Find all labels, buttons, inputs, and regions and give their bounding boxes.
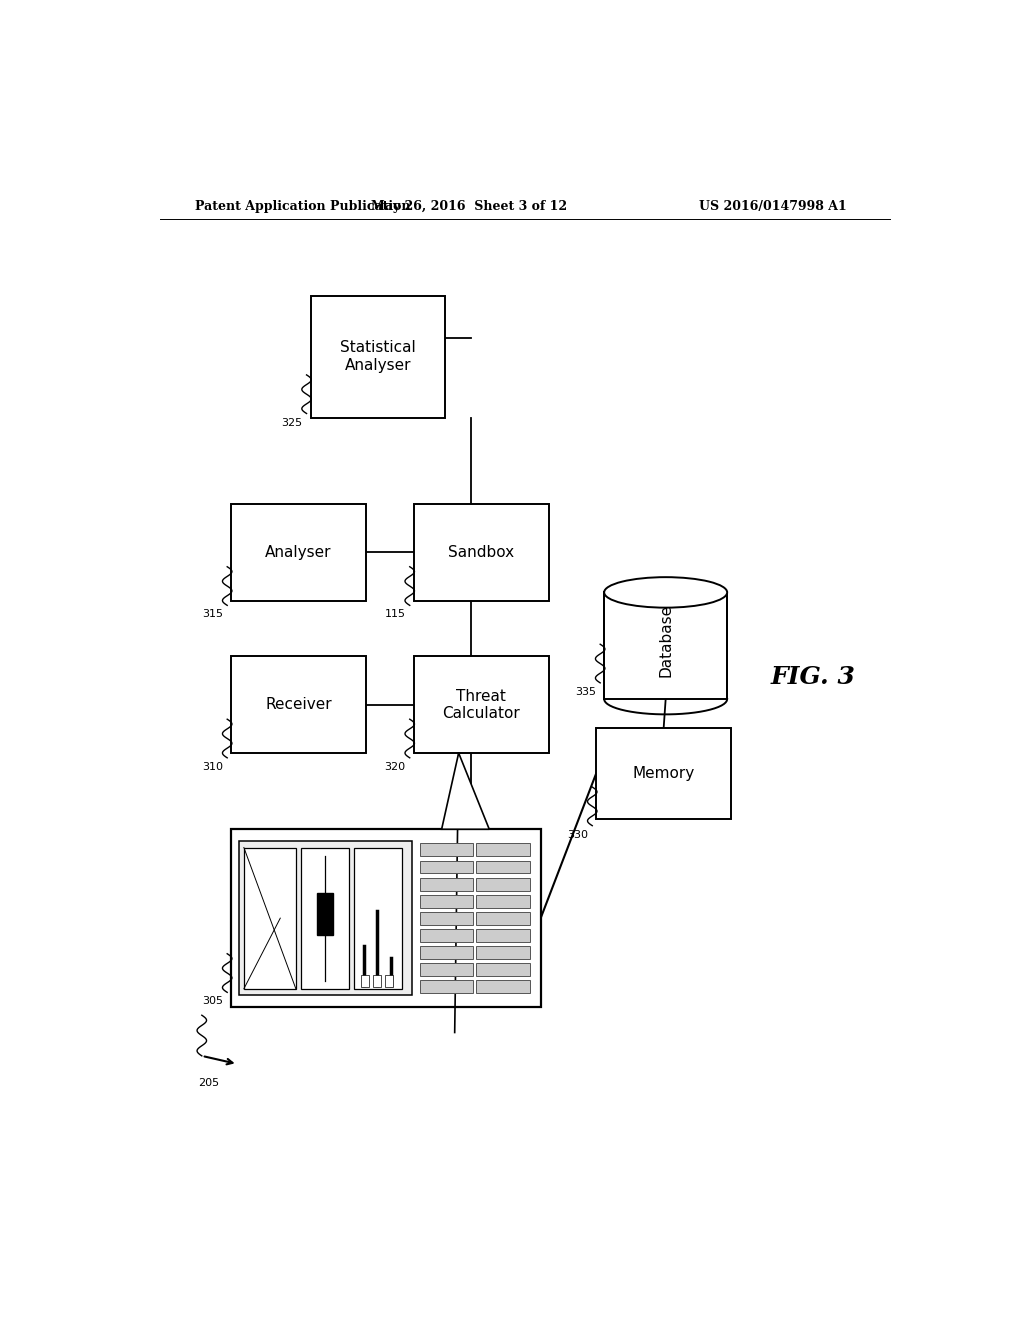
Bar	[476, 878, 529, 891]
Text: 205: 205	[198, 1078, 219, 1088]
Bar	[420, 861, 473, 874]
Text: Sandbox: Sandbox	[449, 545, 514, 560]
Text: 310: 310	[202, 762, 223, 772]
Bar	[420, 878, 473, 891]
Bar	[476, 861, 529, 874]
Bar	[476, 979, 529, 993]
Bar	[374, 974, 381, 987]
FancyBboxPatch shape	[596, 727, 731, 818]
Text: Threat
Calculator: Threat Calculator	[442, 689, 520, 721]
Text: Memory: Memory	[633, 766, 695, 781]
Text: US 2016/0147998 A1: US 2016/0147998 A1	[699, 199, 847, 213]
Bar	[420, 912, 473, 924]
Bar	[476, 945, 529, 958]
Text: FIG. 3: FIG. 3	[771, 665, 856, 689]
Bar	[244, 847, 296, 989]
Bar	[420, 929, 473, 941]
Bar	[361, 974, 369, 987]
Ellipse shape	[604, 577, 727, 607]
Text: Database: Database	[658, 605, 673, 677]
Bar	[476, 962, 529, 975]
Bar	[240, 841, 413, 995]
Bar	[420, 895, 473, 908]
Bar	[476, 895, 529, 908]
Bar	[301, 847, 349, 989]
Text: 325: 325	[282, 417, 303, 428]
Text: 115: 115	[385, 610, 406, 619]
Text: 335: 335	[575, 686, 596, 697]
Bar	[476, 843, 529, 857]
Polygon shape	[441, 752, 489, 829]
Text: 305: 305	[202, 997, 223, 1006]
Text: Analyser: Analyser	[265, 545, 332, 560]
Bar	[476, 929, 529, 941]
Text: Patent Application Publication: Patent Application Publication	[196, 199, 411, 213]
FancyBboxPatch shape	[231, 504, 367, 601]
Bar	[604, 593, 727, 700]
Bar	[385, 974, 393, 987]
Text: 330: 330	[567, 830, 588, 840]
Text: May 26, 2016  Sheet 3 of 12: May 26, 2016 Sheet 3 of 12	[371, 199, 567, 213]
Bar	[420, 962, 473, 975]
FancyBboxPatch shape	[414, 656, 549, 752]
Bar	[420, 843, 473, 857]
FancyBboxPatch shape	[414, 504, 549, 601]
FancyBboxPatch shape	[310, 296, 445, 417]
Bar	[420, 979, 473, 993]
Text: Receiver: Receiver	[265, 697, 332, 713]
Bar	[354, 847, 402, 989]
Bar	[476, 912, 529, 924]
Bar	[420, 945, 473, 958]
Bar	[317, 892, 333, 935]
Text: Statistical
Analyser: Statistical Analyser	[340, 341, 416, 372]
Text: 320: 320	[385, 762, 406, 772]
Text: 315: 315	[202, 610, 223, 619]
FancyBboxPatch shape	[231, 656, 367, 752]
Bar	[231, 829, 541, 1007]
